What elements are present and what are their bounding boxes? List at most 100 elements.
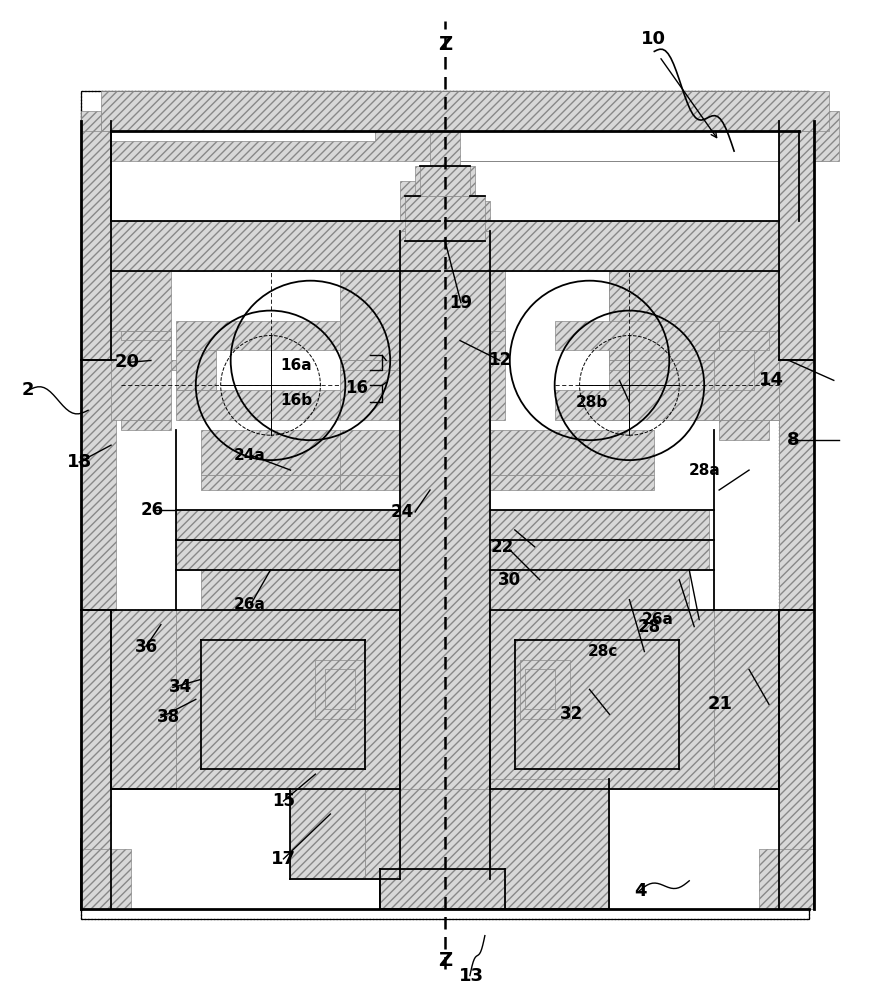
Text: 26a: 26a bbox=[642, 612, 674, 627]
Polygon shape bbox=[101, 121, 445, 161]
Bar bbox=[111, 221, 440, 610]
Polygon shape bbox=[121, 331, 171, 340]
Text: 28c: 28c bbox=[587, 644, 619, 659]
Polygon shape bbox=[380, 869, 505, 909]
Polygon shape bbox=[400, 879, 490, 909]
Polygon shape bbox=[340, 430, 400, 475]
Polygon shape bbox=[445, 331, 505, 420]
Text: 4: 4 bbox=[634, 882, 646, 900]
Text: 8: 8 bbox=[787, 431, 799, 449]
Polygon shape bbox=[101, 91, 829, 131]
Polygon shape bbox=[779, 131, 813, 909]
Text: 10: 10 bbox=[641, 30, 666, 48]
Text: 32: 32 bbox=[560, 705, 584, 723]
Polygon shape bbox=[490, 570, 689, 610]
Text: 22: 22 bbox=[491, 538, 514, 556]
Polygon shape bbox=[315, 660, 365, 719]
Polygon shape bbox=[176, 390, 340, 420]
Polygon shape bbox=[719, 331, 769, 350]
Text: 16a: 16a bbox=[280, 358, 312, 373]
Text: 20: 20 bbox=[115, 353, 140, 371]
Polygon shape bbox=[176, 350, 215, 390]
Text: 28: 28 bbox=[637, 618, 660, 636]
Polygon shape bbox=[490, 610, 714, 789]
Polygon shape bbox=[111, 221, 440, 271]
Text: 19: 19 bbox=[449, 294, 473, 312]
Polygon shape bbox=[176, 540, 400, 570]
Polygon shape bbox=[326, 669, 355, 709]
Text: Z: Z bbox=[438, 951, 452, 970]
Bar bbox=[81, 91, 809, 919]
Text: 38: 38 bbox=[157, 708, 180, 726]
Text: 34: 34 bbox=[169, 678, 192, 696]
Polygon shape bbox=[714, 350, 754, 390]
Text: 28a: 28a bbox=[689, 463, 721, 478]
Text: 26a: 26a bbox=[234, 597, 266, 612]
Polygon shape bbox=[380, 869, 505, 909]
Polygon shape bbox=[395, 181, 490, 241]
Polygon shape bbox=[365, 789, 400, 879]
Polygon shape bbox=[759, 849, 813, 909]
Polygon shape bbox=[554, 390, 719, 420]
Text: 21: 21 bbox=[708, 695, 732, 713]
Polygon shape bbox=[290, 789, 365, 879]
Polygon shape bbox=[445, 221, 779, 271]
Text: 13: 13 bbox=[459, 967, 484, 985]
Polygon shape bbox=[340, 360, 440, 420]
Polygon shape bbox=[719, 420, 769, 440]
Polygon shape bbox=[81, 131, 111, 909]
Polygon shape bbox=[430, 131, 460, 166]
Polygon shape bbox=[610, 271, 779, 360]
Polygon shape bbox=[111, 331, 171, 420]
Text: 12: 12 bbox=[489, 351, 512, 369]
Polygon shape bbox=[610, 360, 779, 420]
Polygon shape bbox=[610, 360, 779, 370]
Text: 17: 17 bbox=[271, 850, 296, 868]
Polygon shape bbox=[420, 166, 470, 196]
Polygon shape bbox=[81, 849, 131, 909]
Bar bbox=[445, 221, 779, 610]
Text: 16b: 16b bbox=[279, 393, 312, 408]
Polygon shape bbox=[215, 655, 351, 754]
Polygon shape bbox=[201, 570, 400, 610]
Text: 24a: 24a bbox=[234, 448, 266, 463]
Text: 26: 26 bbox=[141, 501, 164, 519]
Polygon shape bbox=[514, 640, 679, 769]
Polygon shape bbox=[779, 360, 813, 610]
Polygon shape bbox=[445, 121, 829, 161]
Polygon shape bbox=[714, 610, 779, 789]
Polygon shape bbox=[530, 655, 664, 754]
Text: 28b: 28b bbox=[575, 395, 608, 410]
Polygon shape bbox=[176, 321, 340, 350]
Polygon shape bbox=[490, 779, 610, 909]
Text: 24: 24 bbox=[391, 503, 414, 521]
Polygon shape bbox=[520, 660, 570, 719]
Polygon shape bbox=[490, 430, 654, 475]
Polygon shape bbox=[340, 271, 440, 360]
Text: 2: 2 bbox=[21, 381, 34, 399]
Polygon shape bbox=[111, 271, 171, 360]
Text: Z: Z bbox=[438, 35, 452, 54]
Polygon shape bbox=[525, 669, 554, 709]
Polygon shape bbox=[201, 640, 365, 769]
Polygon shape bbox=[111, 360, 190, 370]
Text: 15: 15 bbox=[272, 792, 295, 810]
Polygon shape bbox=[111, 610, 176, 789]
Polygon shape bbox=[789, 111, 838, 161]
Polygon shape bbox=[445, 271, 505, 360]
Polygon shape bbox=[490, 540, 709, 570]
Text: 14: 14 bbox=[759, 371, 784, 389]
Polygon shape bbox=[554, 321, 719, 350]
Polygon shape bbox=[490, 475, 654, 490]
Polygon shape bbox=[121, 420, 171, 430]
Polygon shape bbox=[201, 475, 340, 490]
Polygon shape bbox=[719, 331, 779, 420]
Polygon shape bbox=[415, 166, 475, 201]
Text: 30: 30 bbox=[498, 571, 522, 589]
Polygon shape bbox=[405, 196, 485, 241]
Text: 18: 18 bbox=[67, 453, 92, 471]
Polygon shape bbox=[400, 231, 490, 879]
Text: 36: 36 bbox=[134, 638, 158, 656]
Polygon shape bbox=[201, 430, 340, 475]
Polygon shape bbox=[176, 610, 400, 789]
